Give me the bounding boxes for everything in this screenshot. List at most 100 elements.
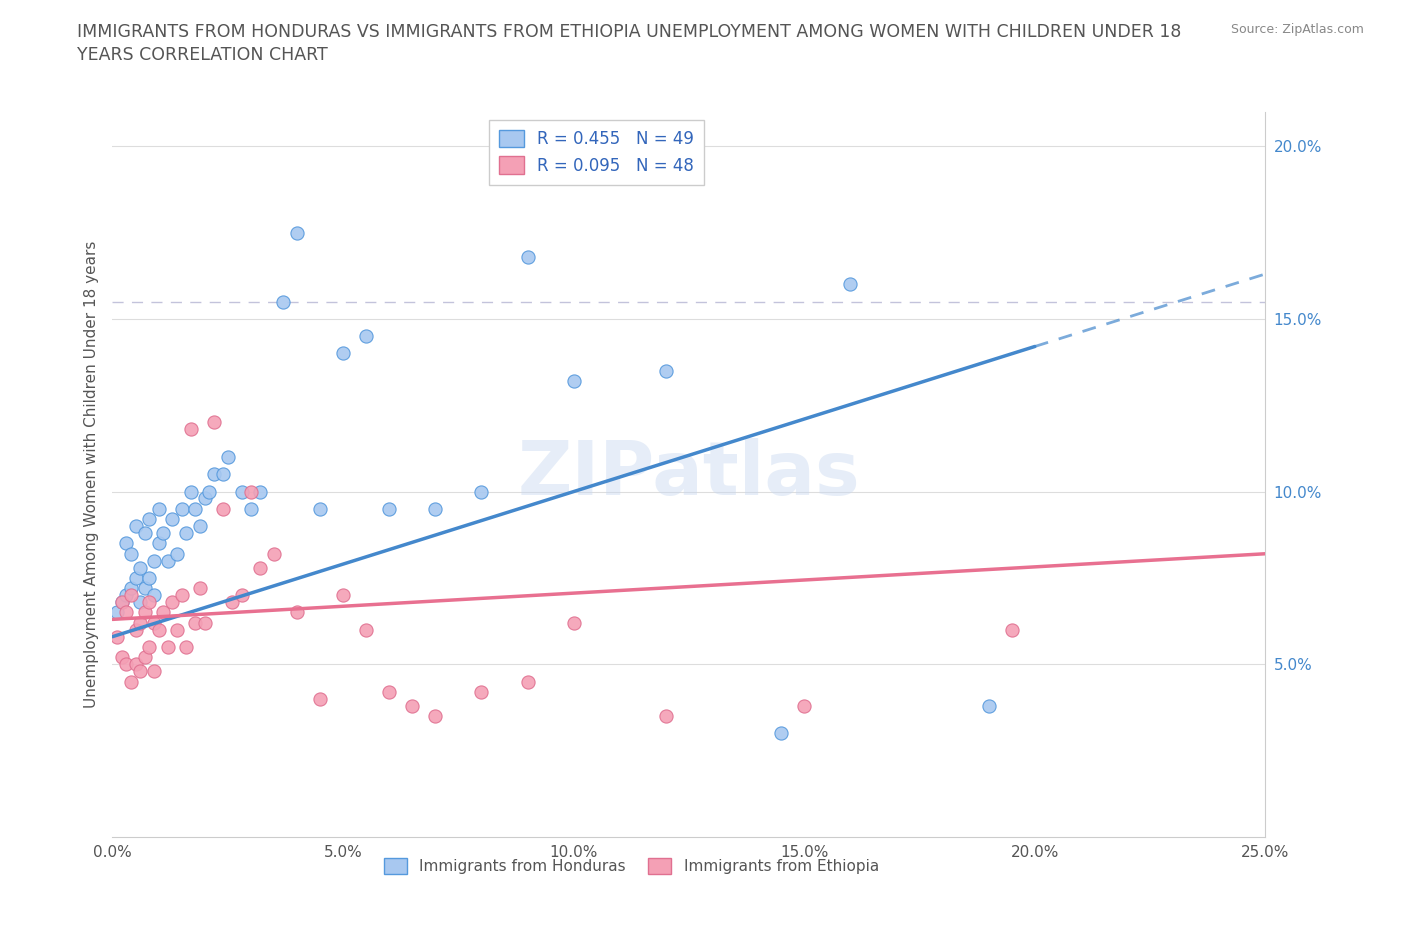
Text: ZIPatlas: ZIPatlas	[517, 438, 860, 511]
Y-axis label: Unemployment Among Women with Children Under 18 years: Unemployment Among Women with Children U…	[83, 241, 98, 708]
Point	[162, 512, 184, 526]
Point	[332, 588, 354, 603]
Point	[180, 485, 202, 499]
Text: IMMIGRANTS FROM HONDURAS VS IMMIGRANTS FROM ETHIOPIA UNEMPLOYMENT AMONG WOMEN WI: IMMIGRANTS FROM HONDURAS VS IMMIGRANTS F…	[77, 23, 1181, 41]
Point	[174, 640, 197, 655]
Point	[143, 553, 166, 568]
Point	[162, 594, 184, 609]
Point	[425, 709, 447, 724]
Point	[202, 467, 225, 482]
Point	[188, 519, 211, 534]
Point	[793, 698, 815, 713]
Point	[770, 726, 793, 741]
Point	[239, 485, 262, 499]
Point	[221, 594, 243, 609]
Text: YEARS CORRELATION CHART: YEARS CORRELATION CHART	[77, 46, 328, 64]
Point	[134, 525, 156, 540]
Point	[111, 594, 134, 609]
Point	[516, 249, 538, 264]
Point	[184, 616, 207, 631]
Point	[143, 664, 166, 679]
Point	[194, 491, 217, 506]
Point	[129, 664, 152, 679]
Point	[152, 605, 174, 620]
Point	[138, 570, 160, 585]
Point	[263, 546, 285, 561]
Point	[156, 553, 179, 568]
Point	[143, 588, 166, 603]
Point	[249, 560, 271, 575]
Point	[134, 605, 156, 620]
Point	[129, 560, 152, 575]
Point	[120, 581, 142, 596]
Point	[134, 581, 156, 596]
Point	[212, 467, 235, 482]
Point	[152, 525, 174, 540]
Point	[562, 616, 585, 631]
Point	[148, 536, 170, 551]
Point	[111, 650, 134, 665]
Point	[562, 374, 585, 389]
Point	[120, 546, 142, 561]
Point	[105, 605, 128, 620]
Point	[170, 588, 193, 603]
Point	[143, 616, 166, 631]
Point	[111, 594, 134, 609]
Point	[148, 622, 170, 637]
Point	[285, 605, 308, 620]
Point	[184, 501, 207, 516]
Point	[217, 449, 239, 464]
Point	[188, 581, 211, 596]
Point	[1001, 622, 1024, 637]
Text: Source: ZipAtlas.com: Source: ZipAtlas.com	[1230, 23, 1364, 36]
Legend: Immigrants from Honduras, Immigrants from Ethiopia: Immigrants from Honduras, Immigrants fro…	[378, 852, 884, 880]
Point	[138, 512, 160, 526]
Point	[212, 501, 235, 516]
Point	[309, 501, 332, 516]
Point	[115, 536, 138, 551]
Point	[285, 225, 308, 240]
Point	[202, 415, 225, 430]
Point	[839, 277, 862, 292]
Point	[249, 485, 271, 499]
Point	[124, 519, 146, 534]
Point	[470, 684, 492, 699]
Point	[309, 691, 332, 706]
Point	[134, 650, 156, 665]
Point	[115, 588, 138, 603]
Point	[105, 630, 128, 644]
Point	[166, 622, 188, 637]
Point	[138, 640, 160, 655]
Point	[124, 657, 146, 671]
Point	[194, 616, 217, 631]
Point	[156, 640, 179, 655]
Point	[378, 501, 401, 516]
Point	[231, 588, 253, 603]
Point	[120, 674, 142, 689]
Point	[138, 594, 160, 609]
Point	[198, 485, 221, 499]
Point	[120, 588, 142, 603]
Point	[977, 698, 1000, 713]
Point	[401, 698, 423, 713]
Point	[124, 570, 146, 585]
Point	[239, 501, 262, 516]
Point	[170, 501, 193, 516]
Point	[124, 622, 146, 637]
Point	[174, 525, 197, 540]
Point	[271, 294, 294, 309]
Point	[332, 346, 354, 361]
Point	[378, 684, 401, 699]
Point	[166, 546, 188, 561]
Point	[655, 364, 678, 379]
Point	[129, 594, 152, 609]
Point	[516, 674, 538, 689]
Point	[354, 622, 377, 637]
Point	[129, 616, 152, 631]
Point	[180, 422, 202, 437]
Point	[148, 501, 170, 516]
Point	[470, 485, 492, 499]
Point	[655, 709, 678, 724]
Point	[115, 657, 138, 671]
Point	[115, 605, 138, 620]
